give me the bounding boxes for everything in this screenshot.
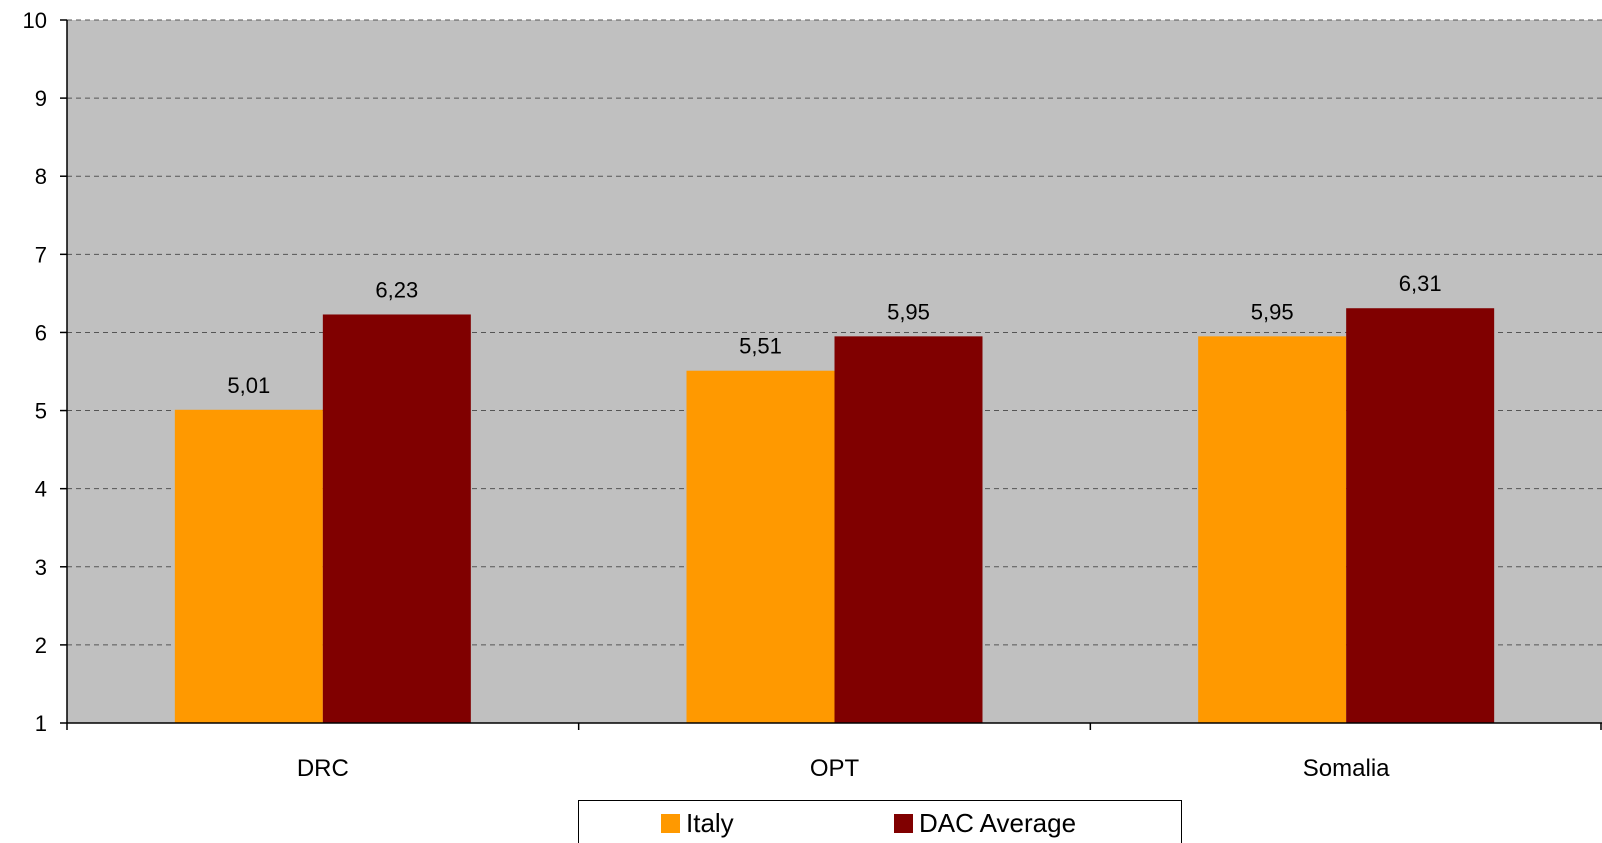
y-tick-label: 2 <box>35 633 47 658</box>
x-category-label: OPT <box>810 755 860 782</box>
y-tick-label: 10 <box>23 8 47 33</box>
legend-item-dac-average: DAC Average <box>894 809 1076 837</box>
y-tick-label: 8 <box>35 164 47 189</box>
legend-swatch-dac-average <box>894 813 913 833</box>
axes <box>60 19 1602 730</box>
y-tick-label: 6 <box>35 320 47 345</box>
legend-item-italy: Italy <box>661 809 734 837</box>
data-label: 6,23 <box>375 277 418 302</box>
data-label: 6,31 <box>1399 271 1442 296</box>
y-tick-label: 9 <box>35 86 47 111</box>
y-tick-label: 7 <box>35 242 47 267</box>
bar-italy <box>1198 336 1347 723</box>
data-label: 5,51 <box>739 334 782 359</box>
data-label: 5,01 <box>227 373 270 398</box>
x-category-label: Somalia <box>1303 755 1390 782</box>
bar-italy <box>174 409 323 723</box>
data-label: 5,95 <box>1251 299 1294 324</box>
legend-label-dac-average: DAC Average <box>919 808 1077 838</box>
legend-swatch-italy <box>661 813 680 833</box>
bar-italy <box>686 370 835 723</box>
y-tick-label: 5 <box>35 399 47 424</box>
y-tick-label: 4 <box>35 477 47 502</box>
bars <box>174 308 1495 723</box>
legend: Italy DAC Average <box>578 800 1182 843</box>
y-tick-label: 1 <box>35 711 47 736</box>
x-category-label: DRC <box>297 755 349 782</box>
bar-dac-average <box>322 314 471 723</box>
data-label: 5,95 <box>887 299 930 324</box>
bar-dac-average <box>1346 308 1495 723</box>
labels: 1 2 3 4 5 6 7 8 9 10 DRC 5,01 6,23 OPT 5,51 5,95 Somalia… <box>23 8 1442 782</box>
legend-label-italy: Italy <box>686 808 734 838</box>
y-tick-label: 3 <box>35 555 47 580</box>
bar-dac-average <box>834 336 983 723</box>
